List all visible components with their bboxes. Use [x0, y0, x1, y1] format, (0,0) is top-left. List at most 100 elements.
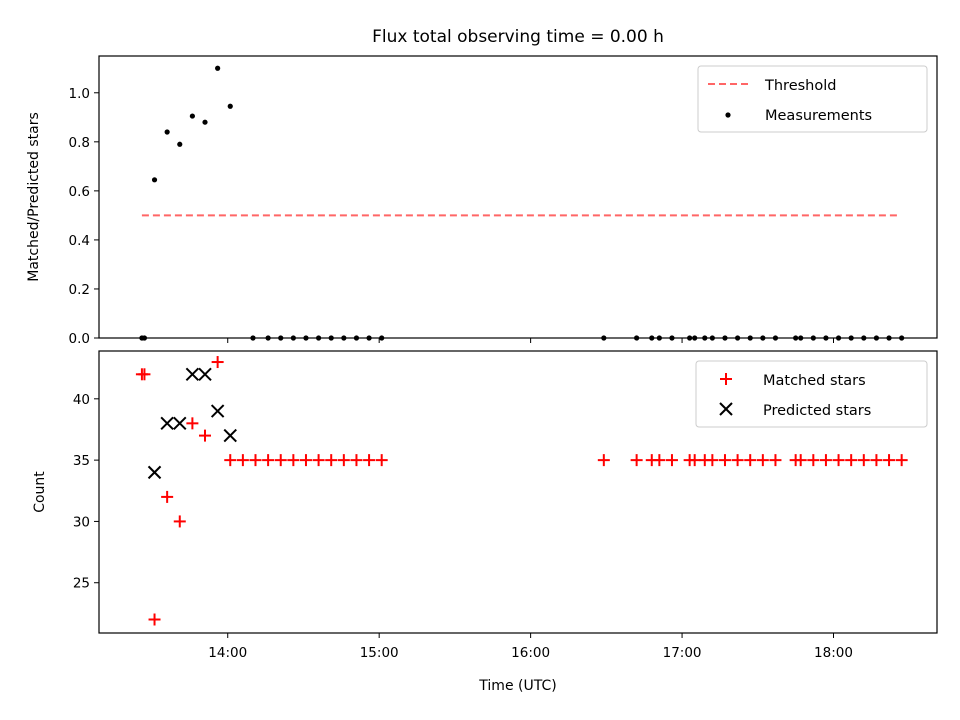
measurement-point: [151, 177, 158, 183]
predicted-star-point: [173, 416, 187, 431]
matched-star-point: [718, 454, 731, 467]
matched-star-point: [236, 454, 249, 467]
matched-star-point: [857, 454, 870, 467]
measurement-point: [848, 335, 854, 341]
matched-star-point: [653, 454, 666, 467]
measurement-point: [265, 335, 271, 341]
bottom-y-tick-label: 35: [73, 453, 90, 469]
measurement-point: [861, 335, 867, 341]
x-tick-label: 15:00: [360, 645, 399, 661]
legend-threshold-label: Threshold: [764, 78, 836, 94]
bottom-y-tick-label: 25: [73, 576, 90, 592]
bottom-y-ticks: 25 30 35 40: [73, 392, 99, 592]
matched-star-point: [665, 454, 678, 467]
x-tick-label: 17:00: [663, 645, 702, 661]
matched-star-point: [845, 454, 858, 467]
measurement-point: [278, 335, 284, 341]
predicted-star-point: [223, 428, 237, 443]
legend-predicted-label: Predicted stars: [763, 403, 871, 419]
measurement-point: [810, 335, 816, 341]
matched-star-point: [819, 454, 832, 467]
matched-star-point: [224, 454, 237, 467]
measurement-point: [202, 119, 208, 125]
top-y-tick-label: 0.0: [69, 331, 90, 347]
matched-star-point: [895, 454, 908, 467]
count-points: [135, 356, 908, 626]
matched-star-point: [262, 454, 275, 467]
matched-star-point: [883, 454, 896, 467]
matched-star-point: [794, 454, 807, 467]
top-y-tick-label: 0.2: [69, 282, 90, 298]
measurement-point: [798, 335, 804, 341]
top-x-ticks: [227, 338, 835, 343]
legend-matched-label: Matched stars: [763, 373, 866, 389]
measurement-point: [722, 335, 728, 341]
matched-star-point: [688, 454, 701, 467]
measurement-point: [823, 335, 829, 341]
predicted-star-point: [147, 465, 162, 480]
measurement-point: [772, 335, 779, 341]
measurement-point: [886, 335, 892, 341]
matched-star-point: [731, 454, 744, 467]
matched-star-point: [274, 454, 287, 467]
bottom-x-ticks: 14:00 15:00 16:00 17:00 18:00: [208, 633, 853, 661]
measurement-point: [709, 335, 715, 341]
top-y-tick-label: 0.8: [69, 135, 90, 151]
matched-star-point: [756, 454, 769, 467]
legend-matched-swatch: [720, 373, 732, 385]
measurement-point: [366, 335, 372, 341]
matched-star-point: [706, 454, 719, 467]
legend-measurements-swatch: [725, 112, 731, 118]
top-y-axis-label: Matched/Predicted stars: [26, 112, 42, 282]
measurement-point: [649, 335, 655, 341]
matched-star-point: [807, 454, 820, 467]
matched-star-point: [325, 454, 338, 467]
measurement-point: [899, 335, 905, 341]
measurement-point: [656, 335, 662, 341]
bottom-y-axis-label: Count: [32, 471, 48, 513]
bottom-y-tick-label: 30: [73, 514, 90, 530]
measurement-point: [141, 335, 148, 341]
matched-star-point: [630, 454, 643, 467]
top-y-tick-label: 0.6: [69, 184, 90, 200]
top-y-tick-label: 0.4: [69, 233, 90, 249]
measurement-point: [328, 335, 334, 341]
x-tick-label: 14:00: [208, 645, 247, 661]
measurement-point: [835, 335, 842, 341]
measurement-point: [747, 335, 753, 341]
bottom-panel: 25 30 35 40 14:00 15:00 16:00 17:00 18:00 Count…: [32, 350, 938, 694]
matched-star-point: [161, 490, 174, 503]
legend-measurements-label: Measurements: [765, 108, 872, 124]
x-tick-label: 18:00: [814, 645, 853, 661]
matched-star-point: [186, 417, 199, 430]
matched-star-point: [199, 429, 212, 442]
measurement-point: [793, 335, 799, 341]
measurement-point: [303, 335, 309, 341]
measurement-point: [873, 335, 880, 341]
matched-star-point: [287, 454, 300, 467]
measurement-point: [227, 103, 233, 109]
top-legend-box: [697, 65, 928, 133]
measurement-points: [139, 65, 905, 341]
top-y-ticks: 0.0 0.2 0.4 0.6 0.8 1.0: [69, 86, 99, 347]
measurement-point: [379, 335, 385, 341]
top-legend: Threshold Measurements: [697, 65, 928, 133]
legend-predicted-swatch: [719, 402, 733, 416]
measurement-point: [315, 335, 322, 341]
matched-star-point: [363, 454, 376, 467]
measurement-point: [734, 335, 741, 341]
matched-star-point: [597, 454, 610, 467]
matched-star-point: [375, 454, 388, 467]
measurement-point: [290, 335, 296, 341]
chart-title: Flux total observing time = 0.00 h: [372, 27, 664, 47]
matched-star-point: [299, 454, 312, 467]
predicted-star-point: [160, 416, 174, 431]
measurement-point: [687, 335, 693, 341]
bottom-legend: Matched stars Predicted stars: [695, 360, 928, 428]
measurement-point: [692, 335, 698, 341]
measurement-point: [702, 335, 708, 341]
matched-star-point: [832, 454, 845, 467]
x-tick-label: 16:00: [511, 645, 550, 661]
matched-star-point: [138, 368, 151, 381]
